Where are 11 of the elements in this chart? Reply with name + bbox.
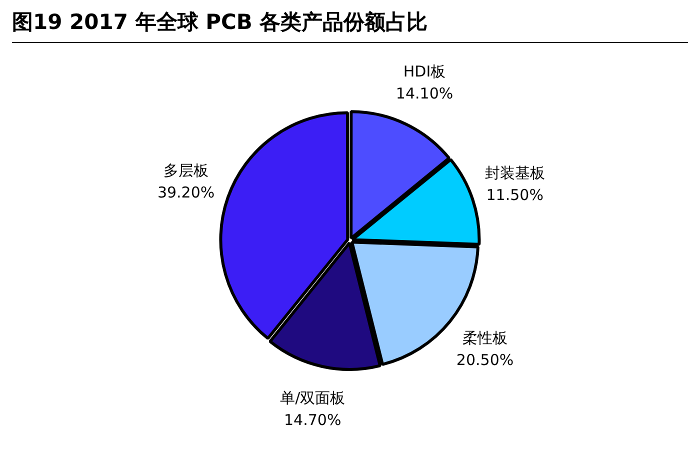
data-label: 11.50% xyxy=(486,186,544,204)
slice-label: 单/双面板 xyxy=(280,389,346,408)
slice-label: 封装基板 xyxy=(484,164,545,182)
slice-label: HDI板 xyxy=(403,62,446,80)
data-label: 14.70% xyxy=(284,411,342,430)
slice-label: 柔性板 xyxy=(462,328,508,347)
data-label: 39.20% xyxy=(157,184,215,202)
slice-label: 多层板 xyxy=(164,162,209,180)
data-label: 14.10% xyxy=(396,84,454,102)
chart-title: 图19 2017 年全球 PCB 各类产品份额占比 xyxy=(12,8,688,43)
data-label: 20.50% xyxy=(456,350,514,369)
